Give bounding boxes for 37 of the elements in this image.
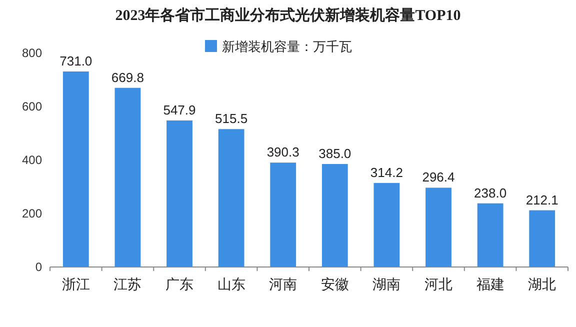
x-tick-label: 山东 bbox=[217, 276, 246, 292]
bar bbox=[477, 203, 504, 267]
y-tick-label: 800 bbox=[22, 46, 42, 60]
bar bbox=[218, 129, 244, 267]
bar bbox=[166, 120, 192, 267]
data-label: 212.1 bbox=[526, 192, 558, 208]
bar bbox=[426, 188, 452, 267]
x-tick-label: 湖南 bbox=[372, 276, 401, 292]
y-tick-label: 600 bbox=[22, 100, 42, 114]
x-tick-label: 湖北 bbox=[528, 276, 556, 292]
bar bbox=[322, 164, 348, 267]
y-tick-label: 200 bbox=[22, 206, 42, 220]
data-label: 669.8 bbox=[111, 70, 144, 85]
data-label: 296.4 bbox=[422, 170, 455, 185]
x-tick-label: 安徽 bbox=[320, 276, 349, 292]
bar bbox=[62, 71, 89, 267]
chart-title: 2023年各省市工商业分布式光伏新增装机容量TOP10 bbox=[115, 6, 461, 24]
y-tick-label: 400 bbox=[22, 153, 42, 167]
x-tick-label: 浙江 bbox=[62, 276, 90, 292]
data-label: 731.0 bbox=[60, 53, 92, 68]
data-label: 314.2 bbox=[370, 164, 403, 180]
y-tick-label: 0 bbox=[35, 260, 42, 274]
data-label: 547.9 bbox=[163, 102, 196, 118]
bar bbox=[374, 182, 400, 267]
bar bbox=[529, 210, 556, 267]
x-tick-label: 河北 bbox=[424, 276, 452, 292]
data-label: 385.0 bbox=[318, 146, 352, 162]
data-label: 390.3 bbox=[266, 144, 300, 160]
x-tick-label: 江苏 bbox=[114, 276, 142, 292]
legend-label: 新增装机容量：万千瓦 bbox=[222, 39, 352, 54]
x-tick-label: 广东 bbox=[166, 276, 194, 292]
x-tick-label: 河南 bbox=[269, 276, 298, 292]
bar bbox=[270, 162, 296, 267]
data-label: 515.5 bbox=[215, 111, 248, 126]
x-tick-label: 福建 bbox=[476, 276, 504, 292]
bar bbox=[114, 88, 141, 267]
data-label: 238.0 bbox=[474, 185, 507, 200]
